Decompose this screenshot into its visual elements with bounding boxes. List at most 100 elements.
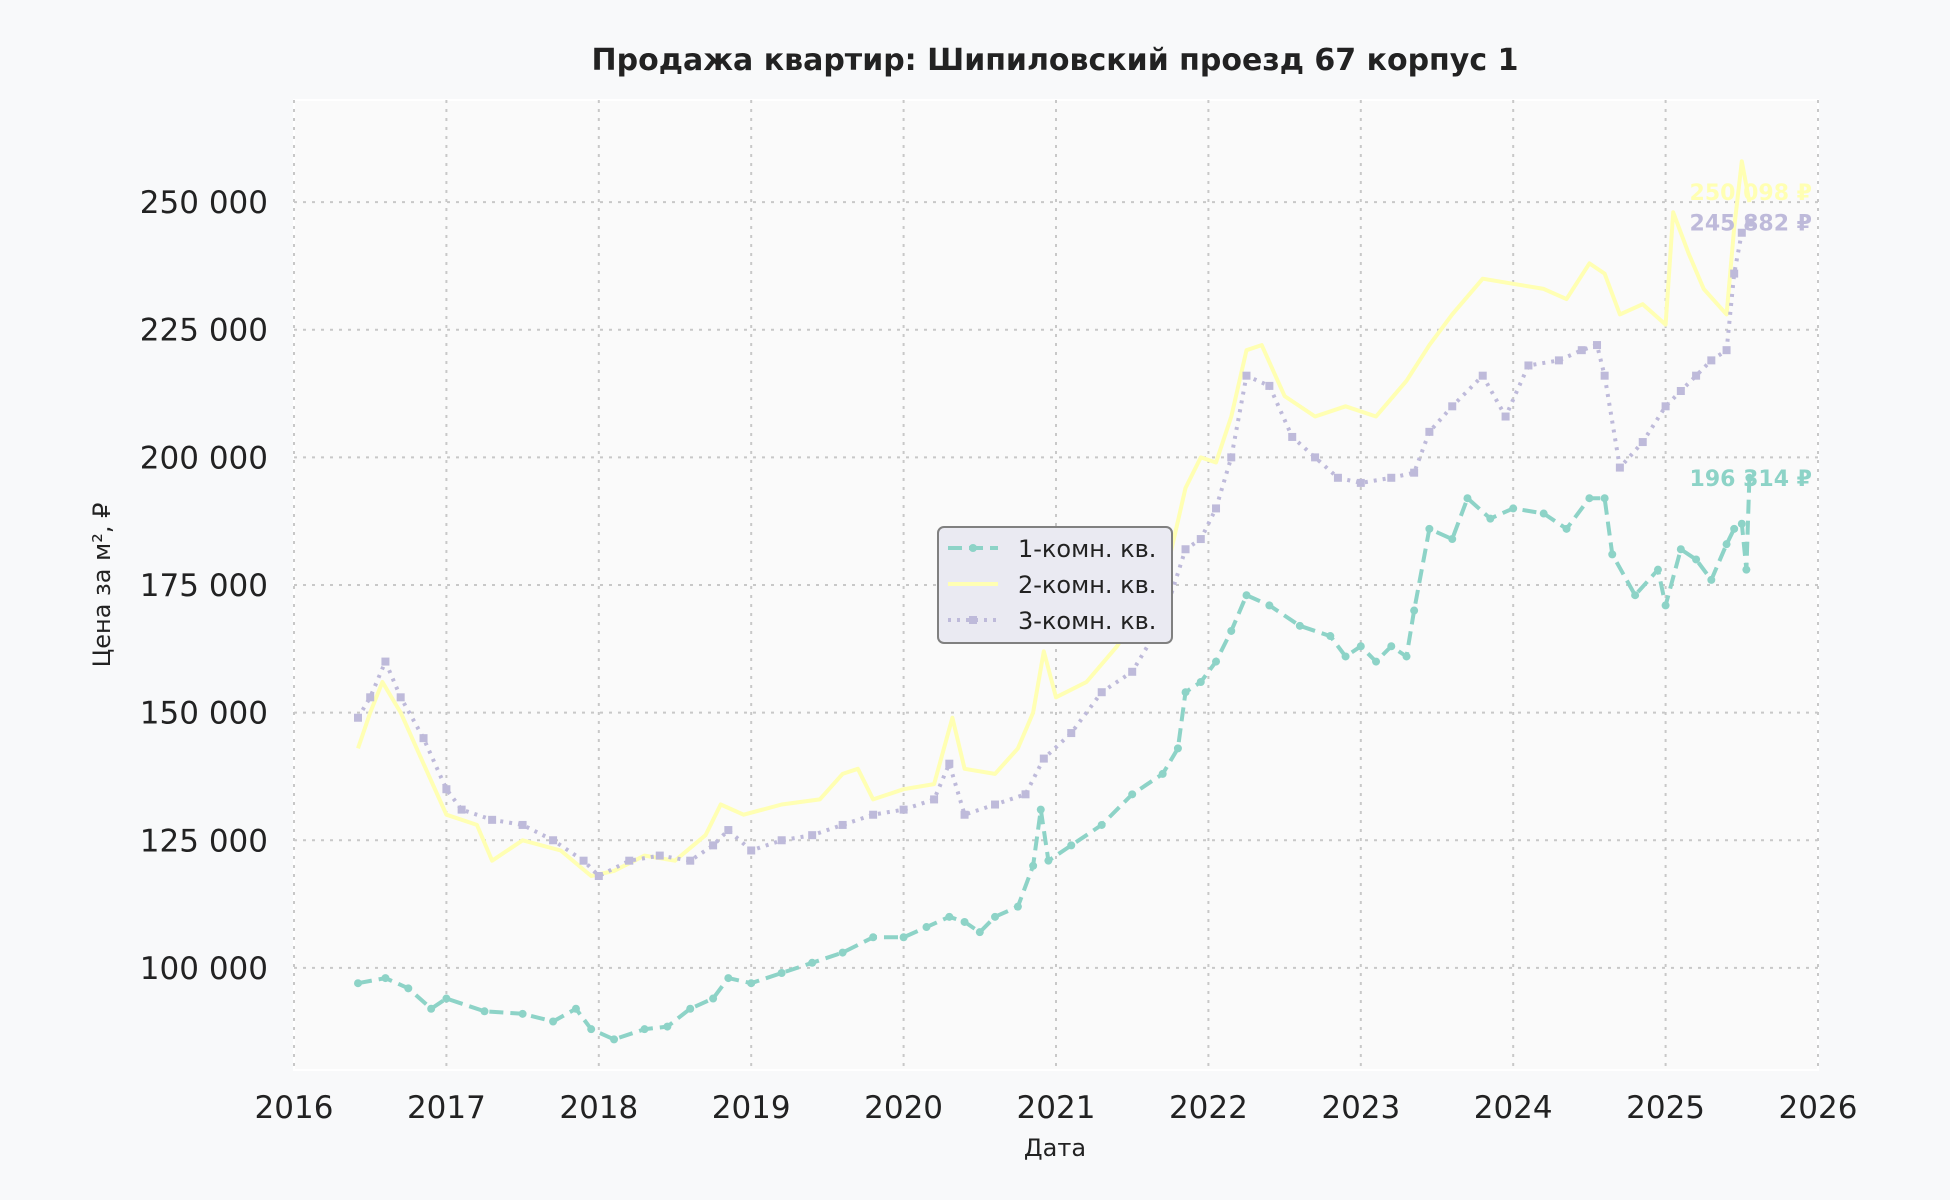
data-point: [1608, 550, 1617, 559]
data-point: [869, 933, 878, 942]
data-point: [975, 928, 984, 937]
data-point: [945, 912, 954, 921]
data-point: [1661, 402, 1670, 411]
data-point: [480, 1007, 489, 1016]
series-end-label: 196 314 ₽: [1690, 467, 1812, 492]
data-point: [1638, 438, 1647, 447]
data-point: [1410, 468, 1419, 477]
x-tick-label: 2024: [1474, 1090, 1553, 1126]
data-point: [594, 872, 603, 880]
data-point: [571, 1004, 580, 1013]
legend-label: 3-комн. кв.: [1018, 607, 1156, 635]
data-point: [1524, 361, 1533, 370]
data-point: [747, 979, 756, 988]
data-point: [1158, 769, 1167, 778]
legend-label: 2-комн. кв.: [1018, 571, 1156, 599]
data-point: [1539, 509, 1548, 518]
data-point: [1242, 591, 1251, 600]
data-point: [1707, 356, 1716, 365]
data-point: [1265, 601, 1274, 610]
data-point: [686, 1004, 695, 1013]
data-point: [1013, 902, 1022, 911]
data-point: [1039, 754, 1048, 763]
data-point: [1356, 642, 1365, 651]
tick-labels: 2016 2017 2018 2019 2020 2021 2022 2023 2024 2025…: [140, 185, 1858, 1126]
data-point: [655, 851, 664, 860]
data-point: [960, 810, 969, 819]
data-point: [1044, 856, 1053, 865]
data-point: [1029, 861, 1038, 870]
series-end-label: 250 098 ₽: [1690, 181, 1812, 206]
data-point: [1707, 575, 1716, 584]
data-point: [1181, 545, 1190, 554]
data-point: [1242, 371, 1251, 380]
data-point: [1730, 524, 1739, 533]
y-tick-label: 250 000: [140, 185, 268, 221]
data-point: [1730, 269, 1739, 278]
data-point: [709, 994, 718, 1003]
y-tick-label: 100 000: [140, 951, 268, 987]
data-point: [1448, 402, 1457, 411]
data-point: [1562, 524, 1571, 533]
series-end-label: 245 882 ₽: [1690, 212, 1812, 237]
data-point: [1341, 652, 1350, 661]
data-point: [442, 994, 451, 1003]
data-point: [625, 856, 634, 865]
data-point: [1653, 565, 1662, 574]
data-point: [899, 805, 908, 814]
data-point: [777, 836, 786, 845]
data-point: [1585, 494, 1594, 503]
data-point: [808, 831, 817, 840]
data-point: [1722, 346, 1731, 355]
data-point: [686, 856, 695, 865]
data-point: [587, 1025, 596, 1034]
data-point: [838, 948, 847, 957]
data-point: [1745, 473, 1754, 482]
data-point: [1326, 632, 1335, 641]
data-point: [1554, 356, 1563, 365]
legend-marker: [969, 616, 977, 624]
legend-item: 3-комн. кв.: [948, 607, 1156, 635]
data-point: [1227, 626, 1236, 635]
data-point: [1196, 535, 1205, 544]
data-point: [1097, 820, 1106, 829]
data-point: [1372, 657, 1381, 666]
grid: [293, 100, 1819, 1070]
data-point: [549, 1017, 558, 1026]
data-point: [366, 693, 375, 702]
data-point: [1387, 473, 1396, 482]
series-1: [354, 473, 1754, 1044]
data-point: [1600, 371, 1609, 380]
data-point: [991, 912, 1000, 921]
data-point: [1593, 341, 1602, 350]
data-point: [1036, 805, 1045, 814]
chart-title: Продажа квартир: Шипиловский проезд 67 к…: [592, 43, 1519, 78]
data-point: [579, 856, 588, 865]
data-point: [1478, 371, 1487, 380]
series-line: [356, 221, 1752, 878]
data-point: [808, 958, 817, 967]
data-point: [1631, 591, 1640, 600]
data-point: [1448, 535, 1457, 544]
data-point: [991, 800, 1000, 809]
data-point: [381, 974, 390, 983]
data-point: [1501, 412, 1510, 421]
data-point: [1463, 494, 1472, 503]
data-point: [1212, 657, 1221, 666]
data-point: [1097, 688, 1106, 697]
y-tick-label: 125 000: [140, 823, 268, 859]
data-point: [518, 820, 527, 829]
legend-marker: [969, 544, 977, 552]
x-tick-label: 2016: [255, 1090, 334, 1126]
data-point: [1196, 678, 1205, 686]
data-point: [838, 820, 847, 829]
data-point: [1425, 427, 1434, 436]
series-3: [354, 218, 1754, 880]
x-tick-label: 2021: [1017, 1090, 1096, 1126]
data-point: [1486, 514, 1495, 523]
data-point: [1181, 688, 1190, 697]
data-point: [457, 805, 466, 814]
end-labels: 196 314 ₽ 250 098 ₽ 245 882 ₽: [1690, 181, 1812, 492]
